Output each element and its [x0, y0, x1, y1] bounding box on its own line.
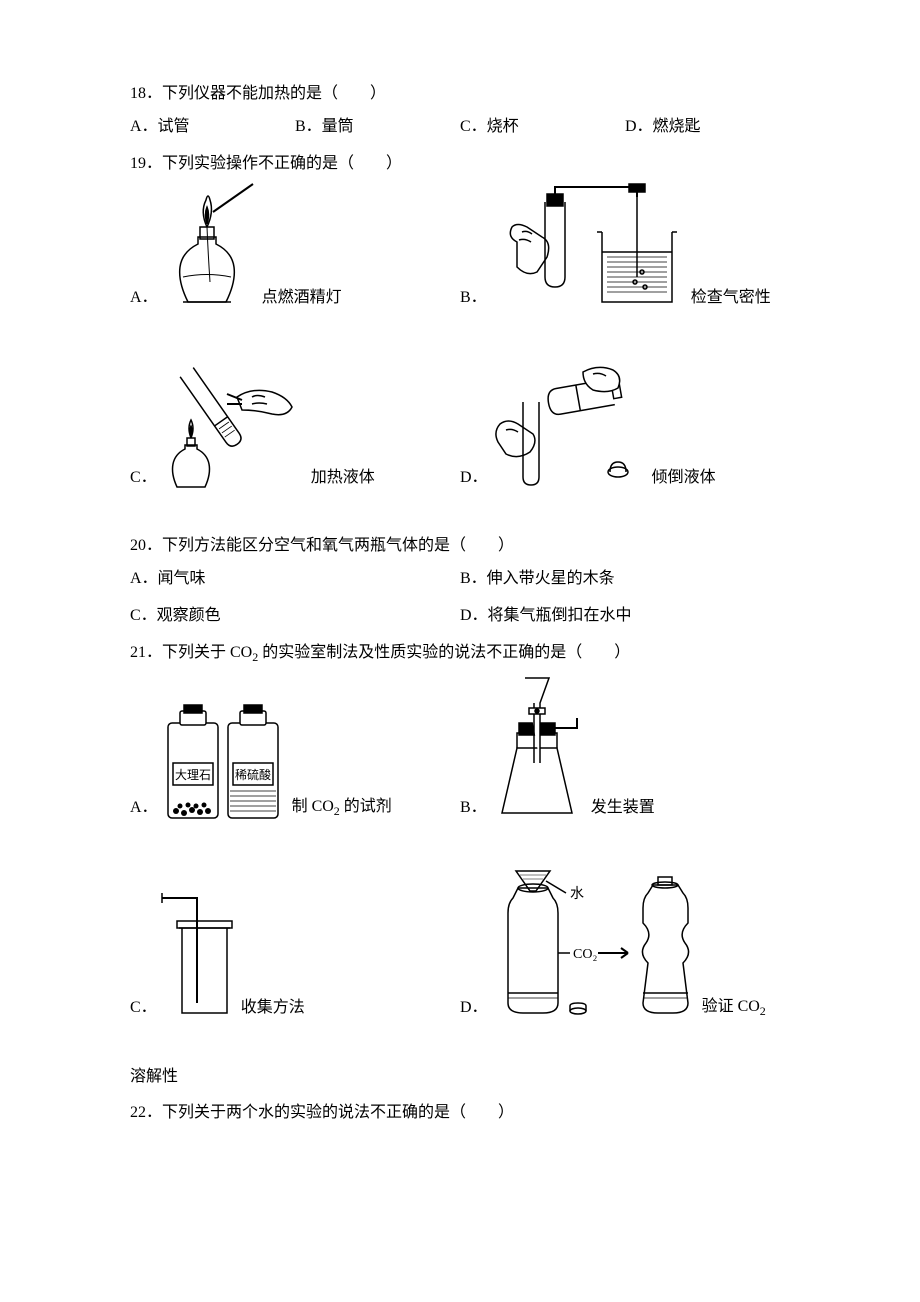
q21-opt-a: A． 大理石: [130, 693, 460, 823]
q19-c-prefix: C．: [130, 464, 157, 493]
q21-opt-c: C． 收集方法: [130, 883, 460, 1023]
q21-c-prefix: C．: [130, 994, 157, 1023]
q18-options: A．试管 B．量筒 C．烧杯 D．燃烧匙: [130, 113, 790, 142]
q21-stem-p2: 的实验室制法及性质实验的说法不正确的是（ ）: [258, 644, 630, 661]
airtight-check-icon: [487, 182, 687, 312]
q20-opt-a: A．闻气味: [130, 565, 460, 594]
q21-b-caption: 发生装置: [591, 794, 655, 823]
q21-c-caption: 收集方法: [241, 994, 305, 1023]
q21-opt-b: B． 发生装置: [460, 673, 790, 823]
bottle2-label: 稀硫酸: [235, 767, 271, 782]
question-20: 20．下列方法能区分空气和氧气两瓶气体的是（ ） A．闻气味 B．伸入带火星的木…: [130, 532, 790, 630]
q20-opt-d: D．将集气瓶倒扣在水中: [460, 602, 790, 631]
q19-opt-a: A． 点燃酒精灯: [130, 182, 460, 312]
q20-stem: 20．下列方法能区分空气和氧气两瓶气体的是（ ）: [130, 532, 790, 561]
co2-label: CO₂: [573, 947, 597, 962]
q19-row1: A． 点燃酒精灯: [130, 182, 790, 332]
water-label: 水: [570, 886, 584, 902]
q19-opt-b: B．: [460, 182, 790, 312]
question-21: 21．下列关于 CO2 的实验室制法及性质实验的说法不正确的是（ ） A． 大理…: [130, 639, 790, 1092]
q18-opt-d: D．燃烧匙: [625, 113, 790, 142]
pour-liquid-icon: [488, 362, 648, 492]
question-18: 18．下列仪器不能加热的是（ ） A．试管 B．量筒 C．烧杯 D．燃烧匙: [130, 80, 790, 142]
q21-d-prefix: D．: [460, 994, 488, 1023]
q20-opt-b: B．伸入带火星的木条: [460, 565, 790, 594]
q21-a-caption: 制 CO2 的试剂: [292, 793, 392, 823]
q19-a-prefix: A．: [130, 284, 158, 313]
q19-stem: 19．下列实验操作不正确的是（ ）: [130, 150, 790, 179]
q19-d-caption: 倾倒液体: [652, 464, 716, 493]
q18-opt-c: C．烧杯: [460, 113, 625, 142]
reagent-bottles-icon: 大理石 稀硫酸: [158, 693, 288, 823]
q18-stem: 18．下列仪器不能加热的是（ ）: [130, 80, 790, 109]
q19-d-prefix: D．: [460, 464, 488, 493]
q20-options-2: C．观察颜色 D．将集气瓶倒扣在水中: [130, 602, 790, 631]
question-22: 22．下列关于两个水的实验的说法不正确的是（ ）: [130, 1099, 790, 1128]
q21-d-caption: 验证 CO2: [702, 993, 766, 1023]
alcohol-lamp-icon: [158, 182, 258, 312]
generator-flask-icon: [487, 673, 587, 823]
co2-solubility-icon: 水 CO₂: [488, 863, 698, 1023]
q20-options-1: A．闻气味 B．伸入带火星的木条: [130, 565, 790, 594]
question-19: 19．下列实验操作不正确的是（ ） A．: [130, 150, 790, 513]
q21-stem-p1: 21．下列关于 CO: [130, 644, 252, 661]
q21-opt-d: D． 水: [460, 863, 790, 1023]
q18-opt-a: A．试管: [130, 113, 295, 142]
q19-b-prefix: B．: [460, 284, 487, 313]
q21-b-prefix: B．: [460, 794, 487, 823]
collection-bottle-icon: [157, 883, 237, 1023]
q21-a-prefix: A．: [130, 794, 158, 823]
q21-continuation: 溶解性: [130, 1063, 790, 1092]
q19-row2: C．: [130, 352, 790, 512]
q22-stem: 22．下列关于两个水的实验的说法不正确的是（ ）: [130, 1099, 790, 1128]
q19-opt-d: D．: [460, 362, 790, 492]
q18-opt-b: B．量筒: [295, 113, 460, 142]
q20-opt-c: C．观察颜色: [130, 602, 460, 631]
bottle1-label: 大理石: [175, 768, 211, 782]
q19-a-caption: 点燃酒精灯: [262, 284, 342, 313]
q21-stem: 21．下列关于 CO2 的实验室制法及性质实验的说法不正确的是（ ）: [130, 639, 790, 669]
q21-row2: C． 收集方法 D．: [130, 863, 790, 1043]
q19-b-caption: 检查气密性: [691, 284, 771, 313]
q19-c-caption: 加热液体: [311, 464, 375, 493]
q19-opt-c: C．: [130, 352, 460, 492]
q21-row1: A． 大理石: [130, 673, 790, 843]
heat-liquid-icon: [157, 352, 307, 492]
